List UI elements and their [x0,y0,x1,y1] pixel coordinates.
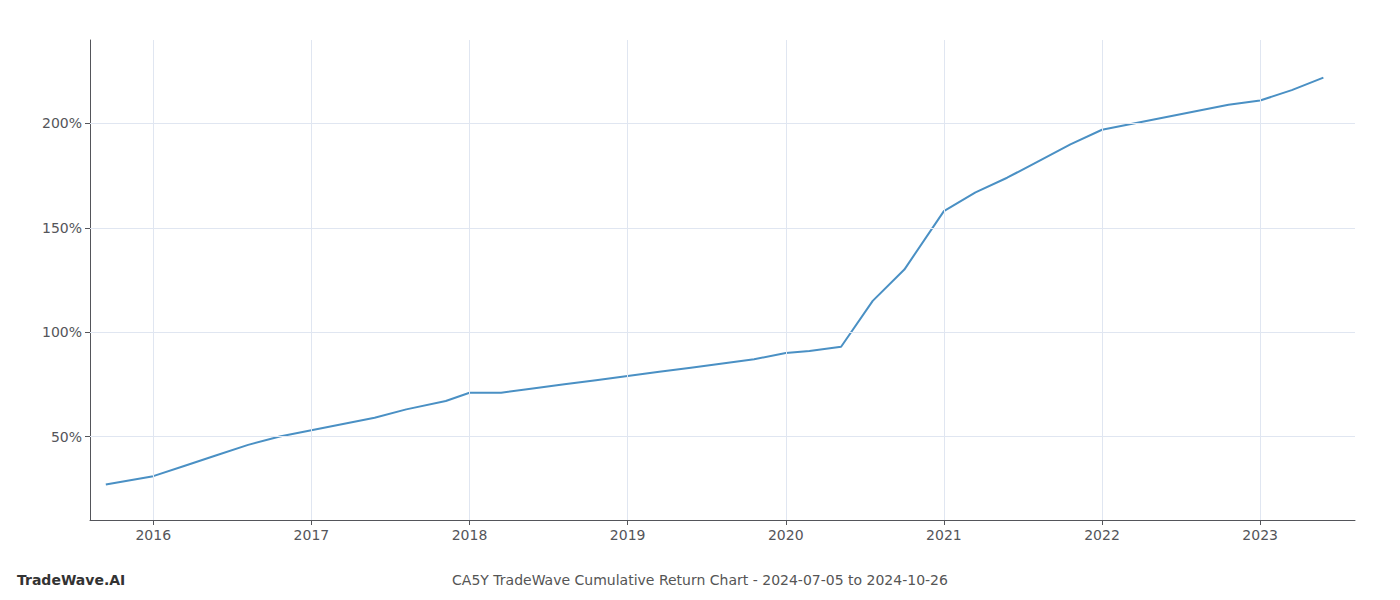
svg-text:2023: 2023 [1242,527,1278,543]
svg-text:2020: 2020 [768,527,804,543]
svg-text:TradeWave.AI: TradeWave.AI [17,572,125,588]
svg-text:2016: 2016 [135,527,171,543]
svg-text:CA5Y TradeWave Cumulative Retu: CA5Y TradeWave Cumulative Return Chart -… [452,572,948,588]
svg-text:2019: 2019 [610,527,646,543]
svg-text:2017: 2017 [294,527,330,543]
svg-text:150%: 150% [42,220,82,236]
svg-text:50%: 50% [51,429,82,445]
svg-text:200%: 200% [42,115,82,131]
svg-text:2018: 2018 [452,527,488,543]
svg-text:2021: 2021 [926,527,962,543]
svg-text:100%: 100% [42,324,82,340]
svg-text:2022: 2022 [1084,527,1120,543]
